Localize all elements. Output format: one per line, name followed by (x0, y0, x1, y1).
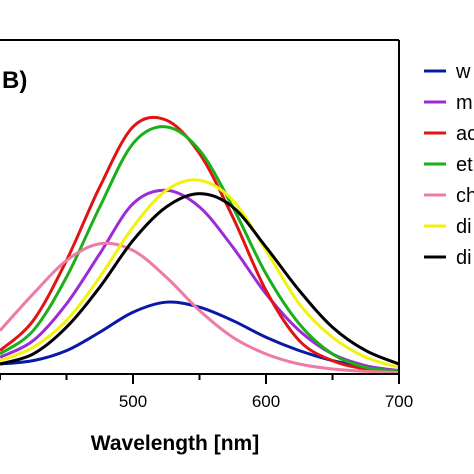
legend-label: m (456, 92, 473, 114)
legend: wm ac et ch di di (424, 61, 474, 269)
legend-label: di (456, 216, 472, 238)
legend-label: di (456, 247, 472, 269)
series-line-5 (0, 241, 400, 375)
x-tick-label: 600 (252, 392, 280, 411)
x-axis-title: Wavelength [nm] (91, 432, 259, 455)
x-ticks: 500 600 700 (0, 374, 413, 411)
series-line-7 (0, 192, 400, 366)
legend-label: w (455, 61, 471, 83)
series-line-6 (0, 178, 400, 369)
legend-label: et (456, 154, 473, 176)
series-line-4 (0, 125, 400, 373)
plot-area (0, 115, 400, 375)
x-tick-label: 700 (385, 392, 413, 411)
panel-label: B) (2, 67, 27, 94)
legend-label: ch (456, 185, 474, 207)
legend-label: ac (456, 123, 474, 145)
x-tick-label: 500 (119, 392, 147, 411)
